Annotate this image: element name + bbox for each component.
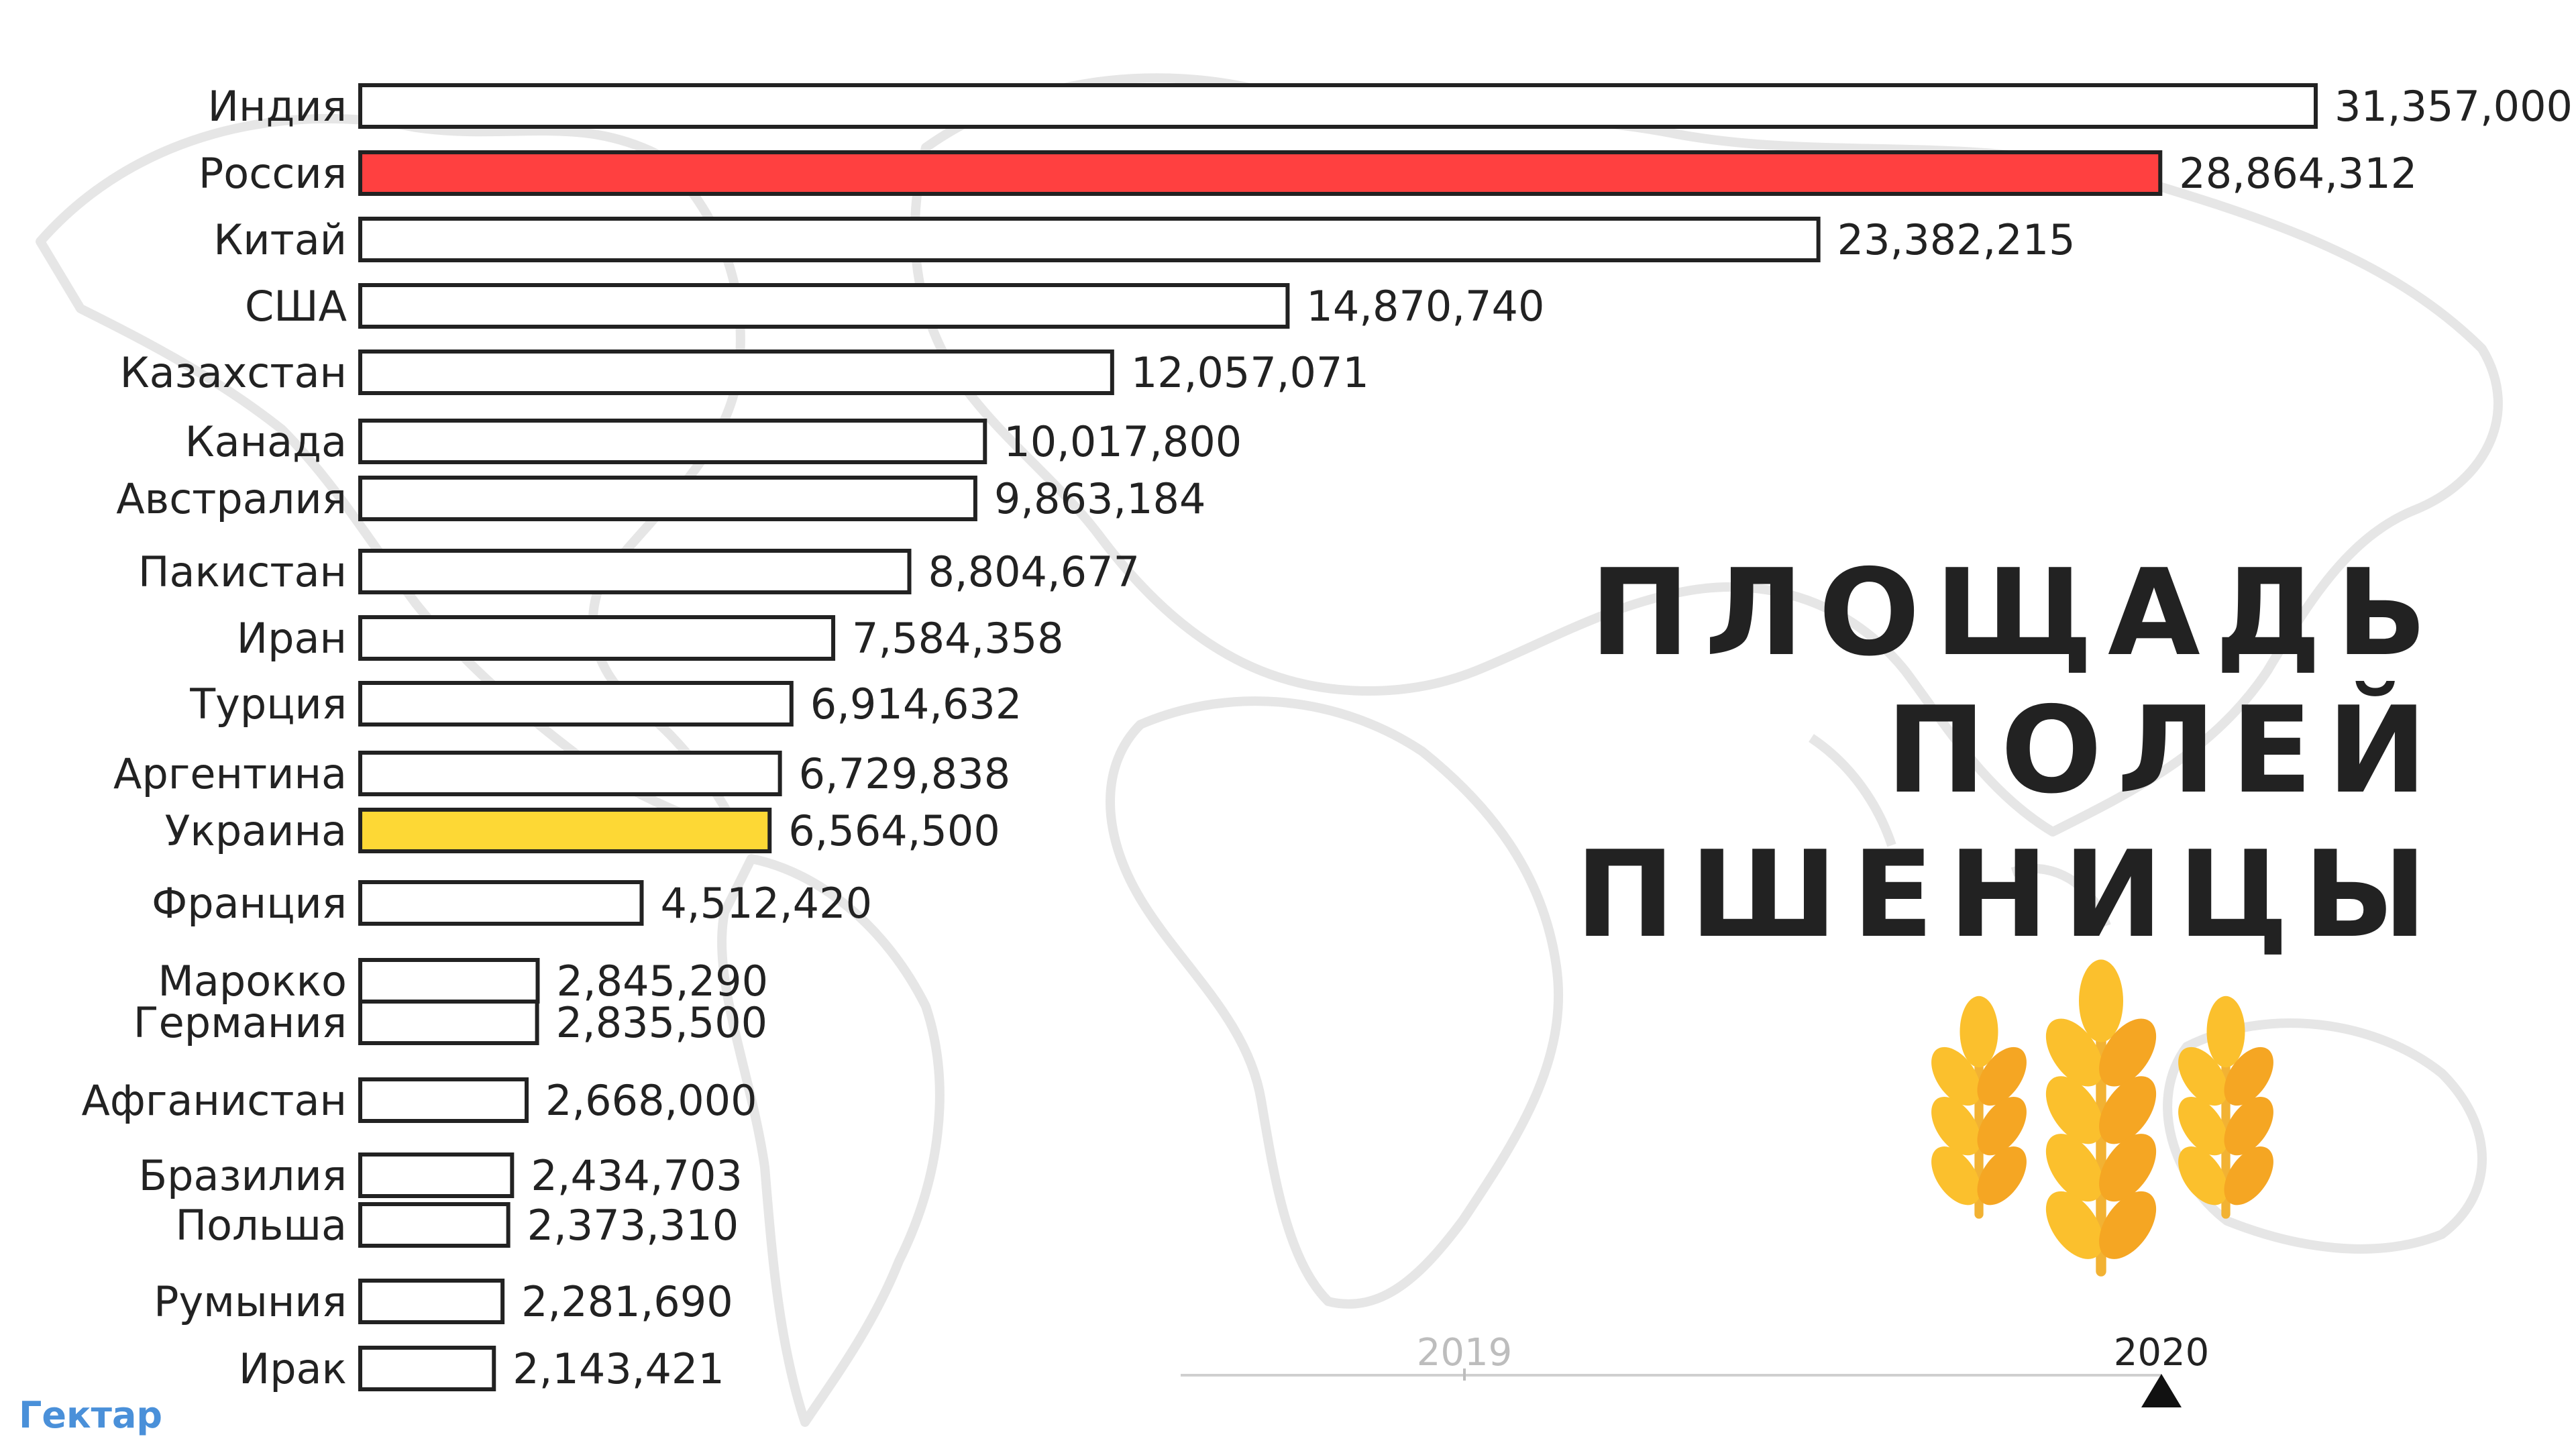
wheat-stalk [2178, 996, 2273, 1219]
bar-16 [358, 1077, 529, 1123]
timeline-year-2020: 2020 [2114, 1331, 2210, 1375]
category-label-12: Украина [165, 806, 347, 855]
bar-19 [358, 1279, 505, 1324]
bar-7 [358, 476, 977, 521]
category-label-5: Казахстан [120, 348, 347, 397]
bar-13 [358, 880, 644, 926]
value-label-2: 28,864,312 [2179, 149, 2417, 198]
category-label-8: Пакистан [138, 547, 347, 596]
category-label-11: Аргентина [113, 749, 347, 798]
bar-2 [358, 150, 2163, 196]
bar-4 [358, 283, 1290, 329]
title-line-3: ПШЕНИЦЫ [1575, 825, 2442, 964]
category-label-1: Индия [208, 82, 347, 131]
category-label-6: Канада [185, 417, 347, 466]
bar-group: Индия 31,357,000 Россия 28,864,312 Китай 23,3… [81, 82, 2573, 1393]
value-label-16: 2,668,000 [545, 1076, 757, 1125]
value-label-18: 2,373,310 [527, 1201, 739, 1250]
bar-14 [358, 958, 540, 1004]
bar-6 [358, 419, 987, 464]
value-label-15: 2,835,500 [556, 998, 768, 1047]
value-label-4: 14,870,740 [1306, 282, 1544, 331]
unit-label: Гектар [19, 1394, 162, 1436]
category-label-3: Китай [213, 215, 347, 264]
world-map-background [36, 73, 2503, 1427]
bar-3 [358, 217, 1821, 262]
value-label-14: 2,845,290 [557, 957, 769, 1006]
value-label-9: 7,584,358 [852, 614, 1064, 663]
bar-17 [358, 1152, 515, 1198]
wheat-stalk [1931, 996, 2027, 1219]
value-label-12: 6,564,500 [788, 806, 1000, 855]
category-label-19: Румыния [154, 1277, 347, 1326]
category-label-20: Ирак [239, 1344, 347, 1393]
value-label-7: 9,863,184 [994, 474, 1206, 523]
category-label-17: Бразилия [139, 1151, 347, 1200]
category-label-16: Афганистан [81, 1076, 347, 1125]
category-label-9: Иран [237, 614, 347, 663]
title-line-2: ПОЛЕЙ [1886, 680, 2442, 820]
bar-12 [358, 808, 772, 853]
bar-8 [358, 549, 912, 594]
value-label-11: 6,729,838 [799, 749, 1011, 798]
bar-15 [358, 1000, 539, 1045]
wheat-icon [1931, 959, 2273, 1277]
value-label-8: 8,804,677 [928, 547, 1140, 596]
category-label-7: Австралия [116, 474, 347, 523]
wheat-stalk [2045, 959, 2157, 1277]
bar-18 [358, 1202, 511, 1248]
bar-11 [358, 751, 782, 796]
bar-1 [358, 83, 2318, 129]
timeline-year-2019: 2019 [1417, 1331, 1513, 1375]
timeline: 2019 2020 [1181, 1331, 2209, 1407]
category-label-10: Турция [189, 680, 347, 729]
value-label-10: 6,914,632 [810, 680, 1022, 729]
timeline-marker [2141, 1374, 2182, 1407]
category-label-4: США [245, 282, 347, 331]
value-label-17: 2,434,703 [531, 1151, 743, 1200]
value-label-5: 12,057,071 [1131, 348, 1369, 397]
category-label-18: Польша [176, 1201, 347, 1250]
bar-5 [358, 350, 1114, 395]
bar-9 [358, 615, 836, 661]
bar-10 [358, 681, 794, 727]
category-label-14: Марокко [158, 957, 347, 1006]
category-label-15: Германия [133, 998, 347, 1047]
category-label-2: Россия [199, 149, 347, 198]
value-label-20: 2,143,421 [513, 1344, 724, 1393]
chart-title: ПЛОЩАДЬ ПОЛЕЙ ПШЕНИЦЫ [1575, 543, 2442, 964]
bar-20 [358, 1346, 496, 1391]
title-line-1: ПЛОЩАДЬ [1590, 543, 2442, 682]
value-label-13: 4,512,420 [660, 879, 872, 928]
value-label-1: 31,357,000 [2334, 82, 2573, 131]
category-label-13: Франция [152, 879, 347, 928]
value-label-6: 10,017,800 [1004, 417, 1242, 466]
value-label-3: 23,382,215 [1837, 215, 2076, 264]
value-label-19: 2,281,690 [521, 1277, 733, 1326]
